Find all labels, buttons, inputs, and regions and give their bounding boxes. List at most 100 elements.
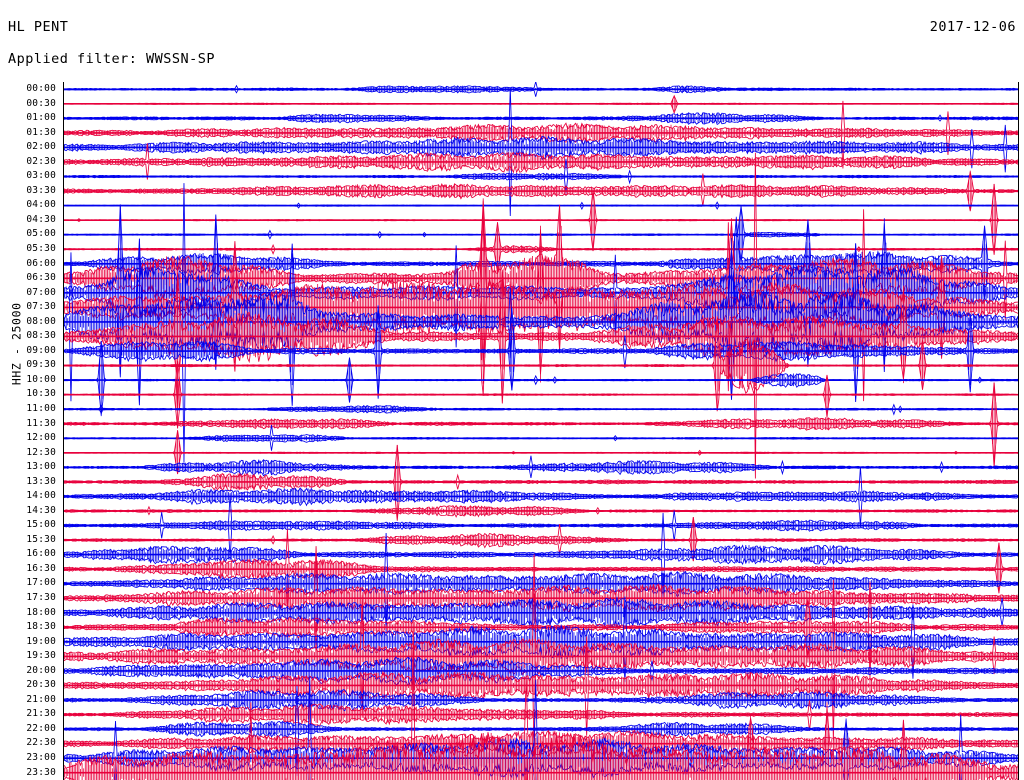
applied-filter-label: Applied filter: WWSSN-SP — [8, 51, 216, 67]
trace-lower-1130 — [63, 423, 1018, 468]
time-label-1130: 11:30 — [26, 417, 56, 429]
trace-lower-0030 — [63, 103, 1018, 115]
trace-fill-0900 — [63, 305, 1018, 394]
trace-upper-1200 — [63, 424, 1018, 439]
trace-upper-2230 — [63, 675, 1018, 744]
time-label-1000: 10:00 — [26, 373, 56, 385]
time-label-1200: 12:00 — [26, 432, 56, 444]
time-label-1830: 18:30 — [26, 621, 56, 633]
time-label-2300: 23:00 — [26, 751, 56, 763]
time-label-0100: 01:00 — [26, 112, 56, 124]
record-date: 2017-12-06 — [929, 19, 1016, 35]
time-label-1230: 12:30 — [26, 446, 56, 458]
trace-fill-1630 — [63, 542, 1018, 594]
time-label-2030: 20:30 — [26, 679, 56, 691]
trace-fill-1100 — [63, 405, 1018, 413]
trace-fill-1430 — [63, 505, 1018, 516]
trace-fill-2200 — [63, 721, 1018, 737]
time-label-1730: 17:30 — [26, 592, 56, 604]
trace-fill-2000 — [63, 656, 1018, 684]
trace-fill-1500 — [63, 520, 1018, 531]
trace-fill-1900 — [63, 625, 1018, 657]
time-label-0900: 09:00 — [26, 344, 56, 356]
time-label-1600: 16:00 — [26, 548, 56, 560]
trace-lower-0230 — [63, 162, 1018, 180]
trace-fill-2100 — [63, 689, 1018, 710]
trace-fill-0030 — [63, 96, 1018, 111]
trace-upper-0100 — [63, 112, 1018, 119]
trace-fill-1230 — [63, 430, 1018, 474]
plot-frame-left — [62, 82, 64, 780]
time-label-1330: 13:30 — [26, 475, 56, 487]
trace-fill-0930 — [63, 317, 1018, 410]
station-title: HL PENT — [8, 19, 69, 35]
seismogram-svg — [63, 82, 1018, 780]
trace-upper-0230 — [63, 143, 1018, 162]
time-label-1430: 14:30 — [26, 504, 56, 516]
trace-fill-1200 — [63, 434, 1018, 442]
time-label-1030: 10:30 — [26, 388, 56, 400]
trace-lower-1100 — [63, 408, 1018, 416]
trace-fill-1730 — [63, 584, 1018, 611]
time-label-0200: 02:00 — [26, 141, 56, 153]
trace-fill-0230 — [63, 152, 1018, 171]
trace-fill-2130 — [63, 704, 1018, 724]
time-label-0230: 02:30 — [26, 155, 56, 167]
plot-frame-right — [1018, 82, 1019, 780]
time-axis: 00:00 00:30 01:00 01:30 02:00 02:30 03:00 03:30… — [0, 82, 61, 780]
time-label-0000: 00:00 — [26, 83, 56, 95]
trace-fill-2030 — [63, 671, 1018, 699]
trace-fill-1130 — [63, 382, 1018, 462]
trace-fill-1930 — [63, 638, 1018, 673]
trace-upper-1330 — [63, 445, 1018, 483]
trace-fill-0830 — [63, 271, 1018, 397]
trace-upper-0000 — [63, 82, 1018, 90]
trace-fill-1330 — [63, 444, 1018, 516]
time-label-2130: 21:30 — [26, 708, 56, 720]
time-label-0930: 09:30 — [26, 359, 56, 371]
time-label-0600: 06:00 — [26, 257, 56, 269]
trace-fill-2330 — [63, 702, 1018, 780]
time-label-0830: 08:30 — [26, 330, 56, 342]
time-label-0030: 00:30 — [26, 97, 56, 109]
time-label-2330: 23:30 — [26, 766, 56, 778]
trace-fill-1530 — [63, 517, 1018, 562]
time-label-1100: 11:00 — [26, 402, 56, 414]
trace-fill-1000 — [63, 340, 1018, 417]
time-label-0430: 04:30 — [26, 213, 56, 225]
trace-fill-1400 — [63, 488, 1018, 504]
time-label-0530: 05:30 — [26, 243, 56, 255]
trace-fill-1030 — [63, 361, 1018, 426]
time-label-0400: 04:00 — [26, 199, 56, 211]
time-label-0700: 07:00 — [26, 286, 56, 298]
time-label-2230: 22:30 — [26, 737, 56, 749]
trace-upper-0030 — [63, 94, 1018, 105]
trace-fill-0130 — [63, 123, 1018, 142]
time-label-2000: 20:00 — [26, 664, 56, 676]
trace-lower-1200 — [63, 437, 1018, 451]
time-label-1900: 19:00 — [26, 635, 56, 647]
time-label-0330: 03:30 — [26, 184, 56, 196]
trace-fill-0200 — [63, 136, 1018, 158]
time-label-1930: 19:30 — [26, 650, 56, 662]
time-label-1700: 17:00 — [26, 577, 56, 589]
trace-fill-0000 — [63, 85, 1018, 93]
time-label-1800: 18:00 — [26, 606, 56, 618]
trace-upper-1600 — [63, 512, 1018, 555]
time-label-1630: 16:30 — [26, 562, 56, 574]
time-label-1300: 13:00 — [26, 461, 56, 473]
trace-upper-1130 — [63, 382, 1018, 424]
time-label-2100: 21:00 — [26, 693, 56, 705]
seismogram-plot — [63, 82, 1018, 780]
trace-fill-1600 — [63, 545, 1018, 564]
trace-fill-1700 — [63, 571, 1018, 596]
time-label-0800: 08:00 — [26, 315, 56, 327]
trace-fill-0430 — [63, 183, 1018, 254]
time-label-2200: 22:00 — [26, 722, 56, 734]
time-label-0500: 05:00 — [26, 228, 56, 240]
trace-lower-0100 — [63, 118, 1018, 126]
time-label-1530: 15:30 — [26, 533, 56, 545]
time-label-1500: 15:00 — [26, 519, 56, 531]
time-label-0730: 07:30 — [26, 301, 56, 313]
